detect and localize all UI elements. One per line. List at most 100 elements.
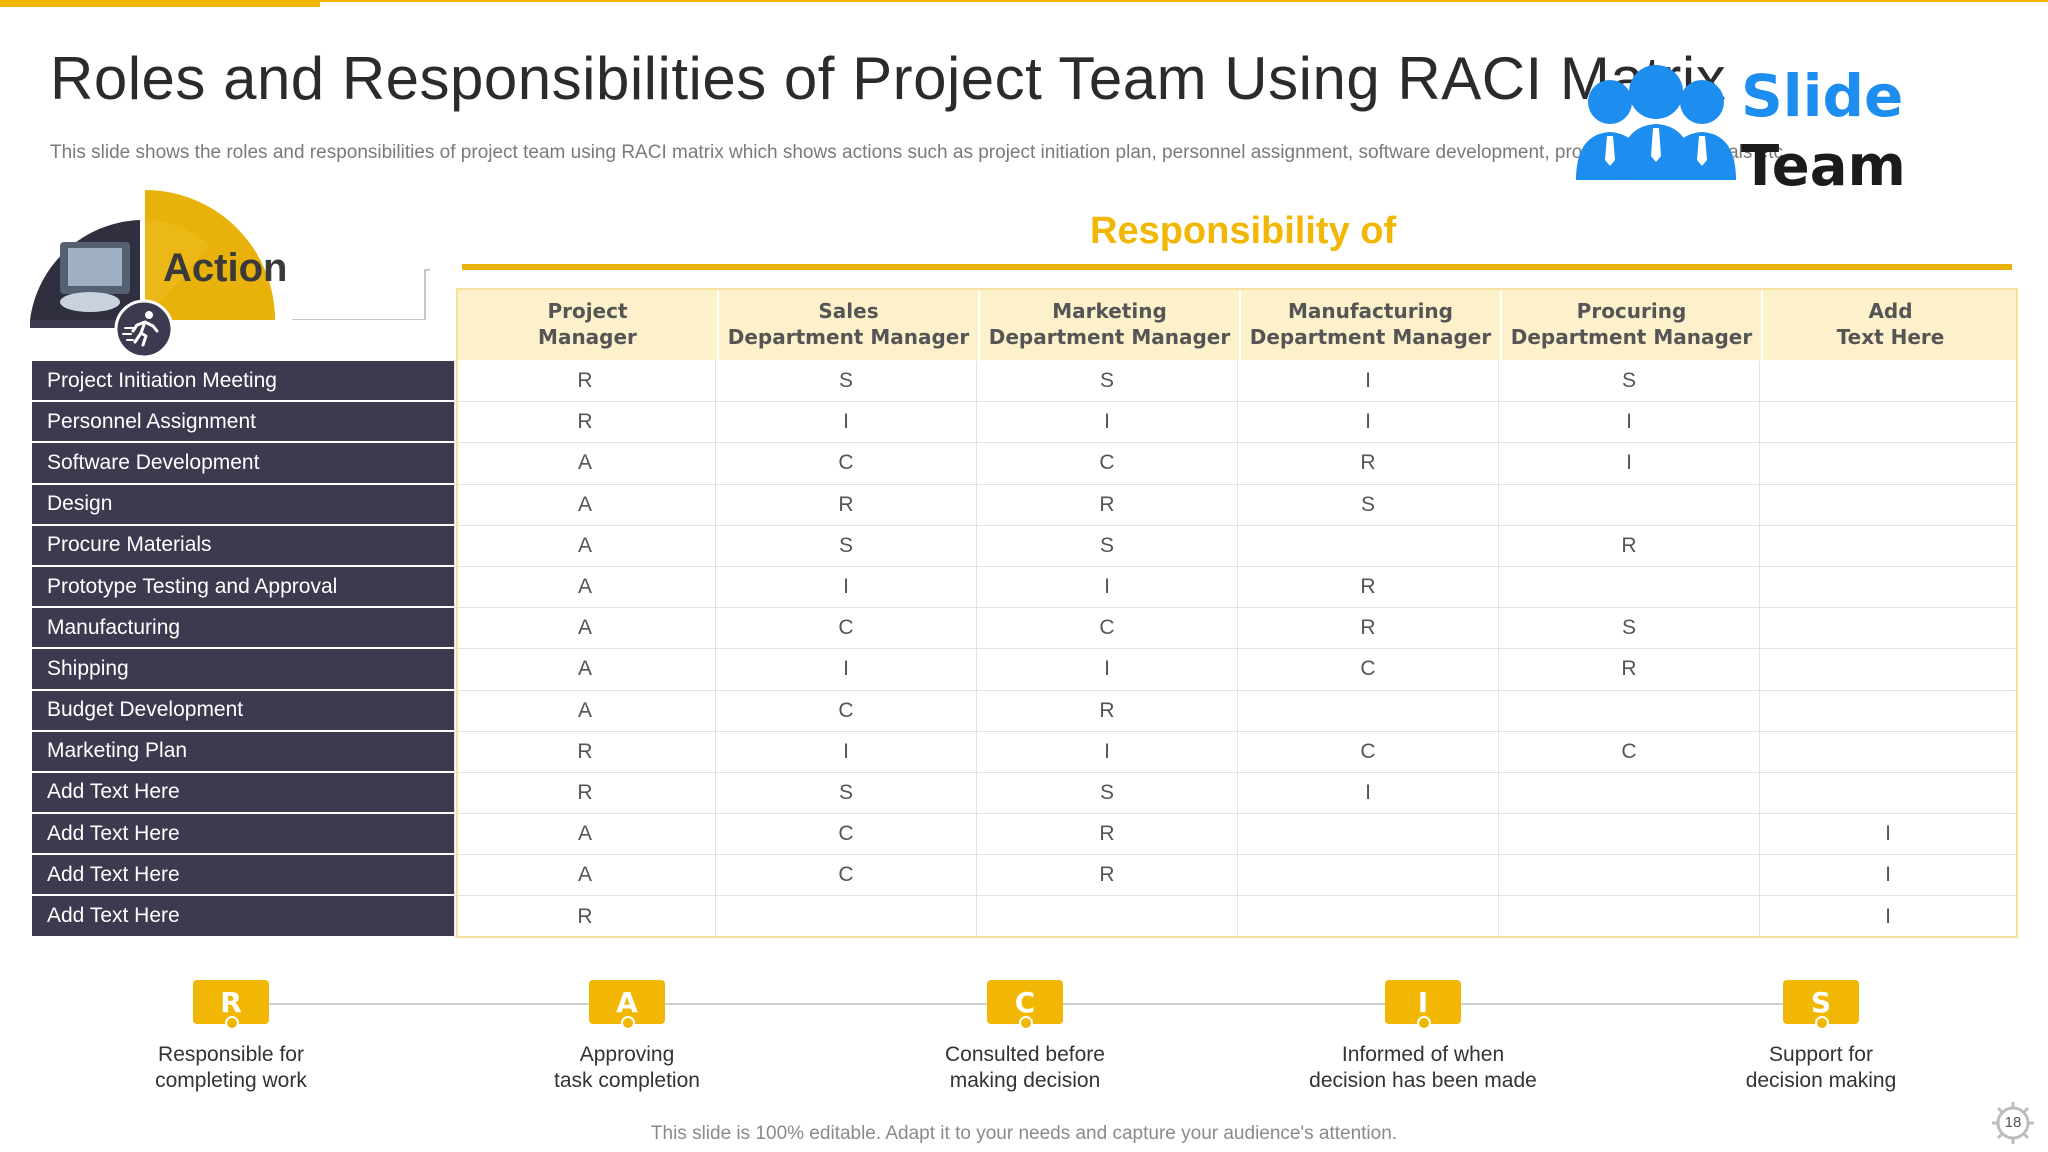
raci-cell: S	[1498, 361, 1759, 403]
row-action-label: Add Text Here	[32, 814, 454, 856]
top-accent-line	[320, 0, 2048, 2]
raci-cell: I	[1759, 896, 2016, 938]
table-row: Software Development A C C R I	[32, 443, 2016, 485]
column-headers: Project Manager Sales Department Manager M…	[456, 288, 2018, 360]
action-header: Action	[30, 190, 455, 365]
raci-cell	[715, 896, 976, 938]
raci-cell: S	[1237, 484, 1498, 526]
raci-cell: A	[454, 443, 715, 485]
raci-cell: A	[454, 484, 715, 526]
raci-cell	[1759, 443, 2016, 485]
raci-cell: R	[454, 731, 715, 773]
raci-cell: S	[715, 525, 976, 567]
raci-cell	[1237, 690, 1498, 732]
raci-cell: A	[454, 649, 715, 691]
raci-cell: C	[976, 443, 1237, 485]
legend-description: Responsible for completing work	[155, 1043, 307, 1092]
running-person-icon	[114, 299, 174, 359]
raci-cell	[1237, 896, 1498, 938]
raci-cell: S	[1498, 608, 1759, 650]
raci-cell	[976, 896, 1237, 938]
raci-cell	[1759, 649, 2016, 691]
raci-cell: S	[976, 772, 1237, 815]
raci-cell: I	[976, 402, 1237, 444]
legend-item: R Responsible for completing work	[101, 980, 361, 1094]
page-number-badge: 18	[1990, 1100, 2036, 1146]
row-action-label: Project Initiation Meeting	[32, 361, 454, 403]
raci-cell	[1498, 855, 1759, 897]
table-row: Shipping A I I C R	[32, 649, 2016, 691]
raci-cell	[1759, 772, 2016, 815]
raci-cell: A	[454, 566, 715, 609]
row-action-label: Software Development	[32, 443, 454, 485]
raci-cell: R	[454, 402, 715, 444]
legend-dot	[1815, 1016, 1829, 1030]
legend-badge: S	[1783, 980, 1859, 1030]
column-header: Sales Department Manager	[717, 288, 978, 360]
raci-cell: S	[715, 772, 976, 815]
raci-cell	[1498, 814, 1759, 856]
page-subtitle: This slide shows the roles and responsib…	[50, 142, 1789, 163]
raci-cell: S	[715, 361, 976, 403]
legend-badge: A	[589, 980, 665, 1030]
raci-cell	[1237, 855, 1498, 897]
raci-cell: I	[1498, 402, 1759, 444]
raci-cell: R	[976, 855, 1237, 897]
page-title: Roles and Responsibilities of Project Te…	[50, 45, 1727, 112]
legend-letter: I	[1417, 985, 1429, 1019]
raci-cell: R	[976, 690, 1237, 732]
raci-cell: R	[715, 484, 976, 526]
raci-cell: R	[454, 772, 715, 815]
raci-cell: S	[976, 525, 1237, 567]
raci-cell	[1498, 772, 1759, 815]
raci-cell: I	[1498, 443, 1759, 485]
logo-slide-text: Slide	[1741, 62, 1904, 130]
row-action-label: Add Text Here	[32, 772, 454, 815]
raci-cell: I	[976, 649, 1237, 691]
table-row: Manufacturing A C C R S	[32, 608, 2016, 650]
raci-cell: R	[454, 361, 715, 403]
raci-cell: I	[1237, 402, 1498, 444]
row-action-label: Shipping	[32, 649, 454, 691]
raci-cell	[1498, 896, 1759, 938]
raci-cell	[1498, 566, 1759, 609]
raci-cell: C	[715, 690, 976, 732]
raci-cell	[1237, 814, 1498, 856]
table-row: Personnel Assignment R I I I I	[32, 402, 2016, 444]
legend-letter: R	[220, 985, 242, 1019]
raci-cell: I	[715, 402, 976, 444]
legend-description: Informed of when decision has been made	[1309, 1043, 1537, 1092]
action-label: Action	[163, 246, 288, 290]
raci-cell: I	[976, 731, 1237, 773]
legend-item: C Consulted before making decision	[895, 980, 1155, 1094]
raci-cell: R	[1498, 525, 1759, 567]
raci-cell	[1759, 690, 2016, 732]
row-action-label: Design	[32, 484, 454, 526]
raci-cell: A	[454, 855, 715, 897]
legend-description: Approving task completion	[554, 1043, 700, 1092]
row-action-label: Procure Materials	[32, 525, 454, 567]
raci-cell: I	[715, 649, 976, 691]
raci-cell: C	[715, 443, 976, 485]
raci-cell	[1759, 731, 2016, 773]
raci-cell	[1237, 525, 1498, 567]
raci-table-body: Project Initiation Meeting R S S I S Personnel…	[32, 361, 2016, 938]
responsibility-title: Responsibility of	[1090, 210, 1397, 252]
responsibility-underline	[462, 264, 2012, 270]
legend-description: Consulted before making decision	[945, 1043, 1105, 1092]
legend-letter: S	[1810, 985, 1832, 1019]
raci-cell: A	[454, 690, 715, 732]
raci-cell	[1759, 484, 2016, 526]
raci-cell	[1759, 608, 2016, 650]
raci-cell: A	[454, 814, 715, 856]
row-action-label: Personnel Assignment	[32, 402, 454, 444]
raci-cell	[1759, 402, 2016, 444]
row-action-label: Manufacturing	[32, 608, 454, 650]
raci-cell: I	[1759, 855, 2016, 897]
table-row: Design A R R S	[32, 484, 2016, 526]
raci-cell: S	[976, 361, 1237, 403]
raci-cell: R	[976, 814, 1237, 856]
legend-letter: A	[616, 985, 638, 1019]
legend-dot	[1019, 1016, 1033, 1030]
row-action-label: Budget Development	[32, 690, 454, 732]
